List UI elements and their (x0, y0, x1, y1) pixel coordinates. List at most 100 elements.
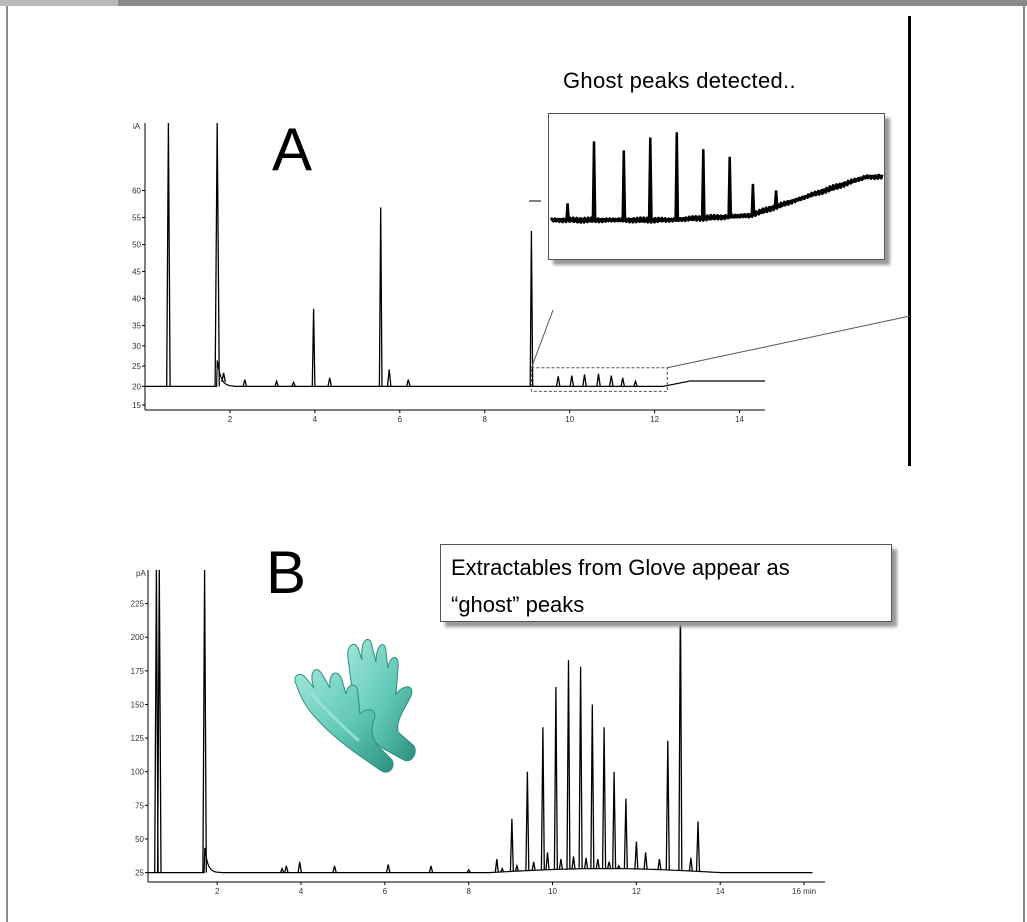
chromatogram-peak (386, 369, 392, 387)
chromatogram-peak (311, 308, 316, 387)
callout-box: Extractables from Glove appear as “ghost… (440, 544, 892, 622)
chromatogram-peak (558, 859, 564, 870)
glove-front (294, 669, 394, 773)
chromatogram-peak (583, 857, 589, 869)
chromatogram-peak (620, 377, 626, 387)
chromatogram-peak (553, 686, 558, 870)
baseline-trace (145, 360, 765, 387)
y-tick-label: 125 (131, 734, 145, 743)
y-tick-label: 225 (131, 600, 145, 609)
chromatogram-peak (595, 858, 600, 869)
inset-ghost-peak (621, 150, 627, 221)
chromatogram-peak (378, 207, 383, 387)
y-tick-label: 40 (132, 295, 141, 304)
chromatogram-peak (166, 122, 171, 387)
chromatogram-peak (156, 569, 162, 873)
inset-ghost-peak (727, 156, 733, 217)
window-frame-right (1023, 6, 1025, 922)
inset-chromatogram (549, 132, 884, 224)
inset-baseline-trace (549, 173, 884, 224)
chromatogram-peak (242, 379, 248, 387)
baseline-trace (148, 847, 813, 874)
x-tick-label: 2 (215, 887, 220, 896)
y-tick-label: 200 (131, 633, 145, 642)
chromatogram-peak (695, 821, 701, 872)
chromatogram-peak (202, 569, 207, 873)
chromatogram-peak (569, 375, 575, 387)
chromatogram-peak (612, 771, 617, 869)
y-tick-label: 35 (132, 322, 141, 331)
x-tick-label: 12 (650, 415, 659, 424)
chromatogram-peak (606, 861, 612, 869)
x-tick-label: 4 (299, 887, 304, 896)
y-tick-label: 175 (131, 667, 145, 676)
y-unit-label: iA (133, 122, 141, 131)
callout-line-1: Extractables from Glove appear as (451, 555, 790, 580)
y-tick-label: 50 (135, 835, 144, 844)
chromatogram-peak (385, 864, 391, 873)
chromatogram-peak (405, 379, 411, 387)
chromatogram-peak (428, 865, 434, 873)
chromatogram-peak (665, 740, 670, 870)
window-frame-top (0, 0, 1027, 6)
chromatogram-a: iA 15 20 25 30 35 40 45 50 55 60 2 4 6 8 10 12 14 (132, 122, 911, 424)
inset-ghost-peak (773, 190, 779, 207)
chromatogram-peak (509, 818, 514, 872)
panel-divider (908, 16, 911, 466)
zoom-connector-right (667, 315, 911, 369)
chromatogram-peak (514, 863, 520, 872)
x-tick-label: 14 (735, 415, 744, 424)
chromatogram-peak (214, 122, 220, 387)
chromatogram-peak (590, 704, 595, 869)
y-unit-label: pA (136, 569, 146, 578)
inset-ghost-peak (700, 149, 706, 219)
chromatogram-peak (500, 866, 505, 873)
y-tick-label: 45 (132, 268, 141, 277)
chromatogram-peak (327, 377, 333, 387)
chromatogram-peak (634, 841, 639, 869)
x-tick-label: 14 (716, 887, 725, 896)
x-tick-label: 8 (466, 887, 471, 896)
x-tick-label: 4 (313, 415, 318, 424)
y-tick-label: 25 (135, 869, 144, 878)
y-tick-label: 25 (132, 362, 141, 371)
chromatogram-peak (494, 859, 499, 873)
chromatogram-peak (608, 375, 614, 387)
chromatogram-peak (221, 372, 226, 383)
x-tick-label: 16 min (792, 887, 816, 896)
x-tick-label: 6 (383, 887, 388, 896)
zoom-connector-left (530, 309, 554, 368)
y-tick-label: 55 (132, 214, 141, 223)
chromatogram-peak (291, 380, 296, 387)
chromatogram-peak (633, 379, 638, 387)
x-tick-label: 10 (548, 887, 557, 896)
chromatogram-peak (582, 374, 587, 387)
y-tick-label: 50 (132, 241, 141, 250)
y-tick-label: 30 (132, 342, 141, 351)
panel-label-a: A (272, 116, 312, 183)
inset-title: Ghost peaks detected.. (563, 68, 796, 93)
zoom-region-box (530, 367, 668, 392)
y-tick-label: 20 (132, 382, 141, 391)
inset-ghost-peak (674, 132, 680, 220)
x-tick-label: 12 (632, 887, 641, 896)
chromatogram-peak (643, 852, 648, 870)
inset-ghost-peak (565, 203, 570, 221)
chromatogram-peak (601, 727, 607, 869)
callout-line-2: “ghost” peaks (451, 592, 585, 617)
inset-ghost-peak (647, 137, 653, 221)
x-tick-label: 6 (398, 415, 403, 424)
chromatogram-peak (566, 660, 571, 870)
chromatogram-peak (525, 771, 530, 871)
chromatogram-peak (578, 666, 583, 869)
chromatogram-peak (529, 230, 534, 387)
y-tick-label: 15 (132, 401, 141, 410)
x-tick-label: 10 (565, 415, 574, 424)
chromatogram-peak (297, 861, 303, 873)
window-frame-left (6, 6, 8, 922)
chromatogram-peak (596, 373, 601, 387)
y-tick-label: 150 (131, 700, 145, 709)
y-tick-label: 60 (132, 187, 141, 196)
chromatogram-peak (540, 727, 545, 870)
